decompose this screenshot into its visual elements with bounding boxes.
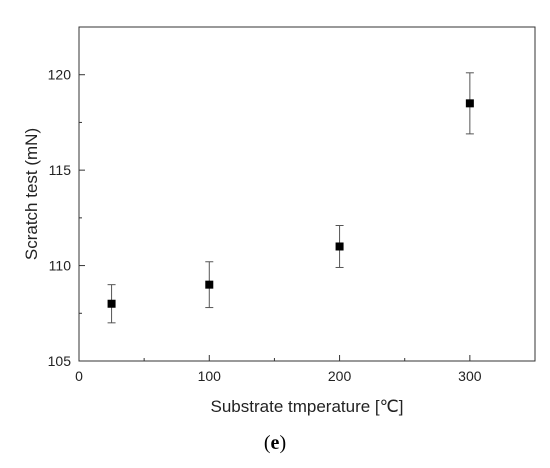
y-axis-title: Scratch test (mN) [22,128,41,260]
plot-axes: 0 100 200 300 105 110 115 120 [48,26,536,384]
panel-label-open: ( [263,432,271,454]
panel-label-letter: e [270,432,280,454]
x-tick-label: 0 [75,368,83,384]
data-marks [107,72,474,324]
data-point [205,280,214,289]
y-tick-label: 105 [48,353,72,369]
y-tick-label: 115 [49,162,72,178]
data-point [465,99,474,108]
data-point [107,299,116,308]
x-tick-label: 200 [328,368,352,384]
x-tick-label: 100 [198,368,222,384]
data-point [335,242,344,251]
panel-label-close: ) [279,432,287,454]
y-tick-label: 110 [49,258,72,274]
x-tick-label: 300 [458,368,482,384]
plot-frame [78,26,536,362]
x-axis-title: Substrate tmperature [℃] [211,397,404,416]
panel-label: (e) [0,432,550,455]
scratch-test-chart: 0 100 200 300 105 110 115 120 Substrate tmperat… [22,26,536,416]
y-tick-label: 120 [48,67,72,83]
